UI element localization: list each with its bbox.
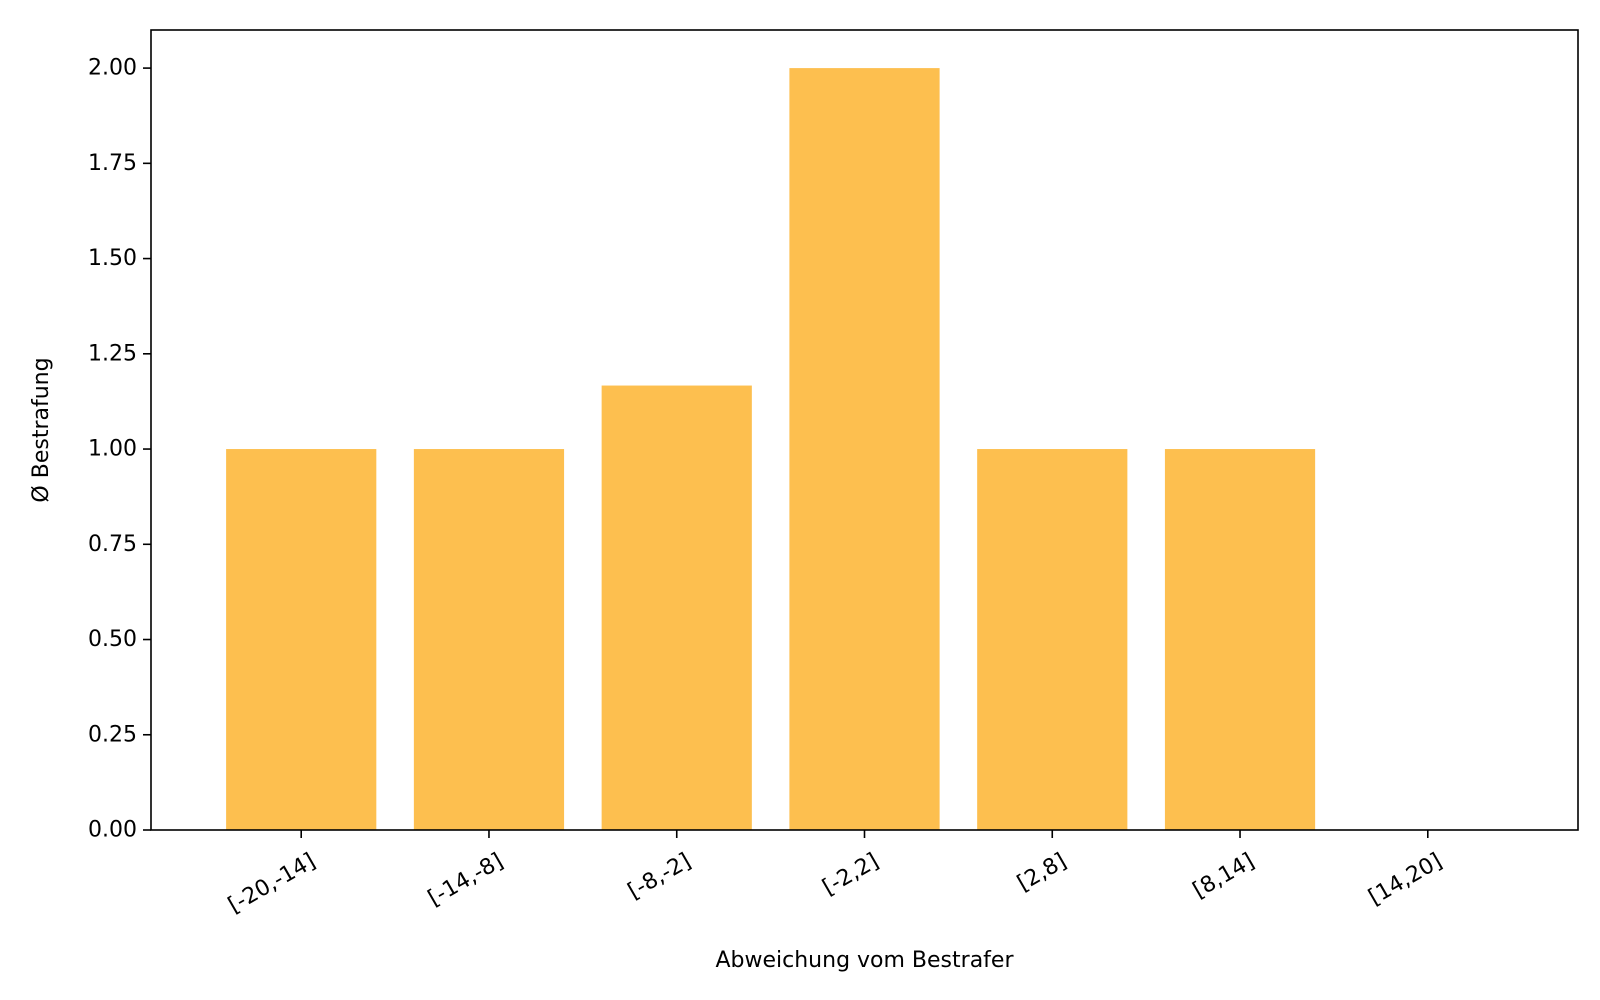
- y-tick-label-8: 2.00: [88, 56, 137, 81]
- bar-4: [977, 449, 1128, 830]
- bars-group: [226, 68, 1316, 831]
- x-tick-label-0: [-20,-14]: [224, 849, 320, 919]
- y-tick-label-5: 1.25: [88, 341, 137, 366]
- x-axis: [-20,-14] [-14,-8] [-8,-2] [-2,2] [2,8] [8,14…: [224, 830, 1446, 918]
- y-tick-label-7: 1.75: [88, 151, 137, 176]
- y-tick-label-6: 1.50: [88, 246, 137, 271]
- bar-2: [601, 385, 752, 830]
- x-tick-label-1: [-14,-8]: [424, 849, 508, 912]
- bar-1: [413, 449, 565, 830]
- x-tick-label-2: [-8,-2]: [624, 849, 695, 905]
- y-tick-label-2: 0.50: [88, 627, 137, 652]
- y-tick-label-0: 0.00: [88, 818, 137, 843]
- y-axis-label: Ø Bestrafung: [29, 357, 54, 502]
- x-tick-label-3: [-2,2]: [819, 849, 884, 901]
- y-tick-label-3: 0.75: [88, 532, 137, 557]
- bar-3: [789, 68, 940, 831]
- y-axis: 0.00 0.25 0.50 0.75 1.00 1.25 1.50 1.75 2.00: [88, 56, 151, 843]
- x-tick-label-6: [14,20]: [1364, 849, 1446, 911]
- bar-0: [226, 449, 377, 830]
- y-tick-label-4: 1.00: [88, 437, 137, 462]
- x-tick-label-4: [2,8]: [1013, 849, 1071, 897]
- bar-5: [1164, 449, 1316, 830]
- x-axis-label: Abweichung vom Bestrafer: [715, 948, 1014, 973]
- y-tick-label-1: 0.25: [88, 722, 137, 747]
- x-tick-label-5: [8,14]: [1189, 849, 1259, 904]
